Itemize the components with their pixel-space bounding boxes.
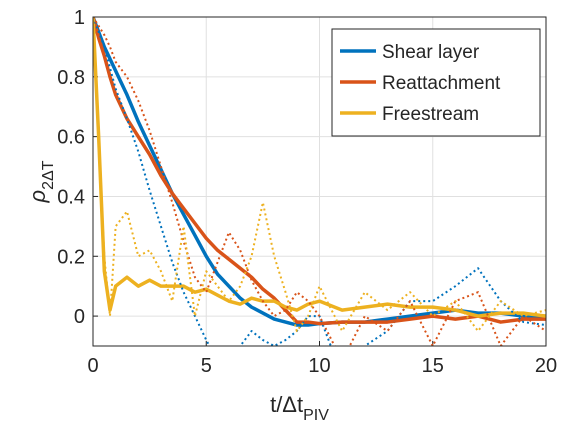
y-axis-label: ρ2ΔT bbox=[25, 160, 57, 203]
legend-label: Shear layer bbox=[382, 42, 480, 63]
legend-label: Reattachment bbox=[382, 73, 501, 94]
y-axis-label-sub: 2ΔT bbox=[40, 160, 57, 190]
y-tick-label: 0 bbox=[74, 306, 85, 328]
x-tick-label: 0 bbox=[87, 355, 98, 377]
y-tick-label: 1 bbox=[74, 7, 85, 29]
x-axis-label-main: t/Δt bbox=[270, 392, 303, 417]
y-tick-label: 0.6 bbox=[57, 127, 85, 149]
x-tick-label: 15 bbox=[422, 355, 444, 377]
axes-box bbox=[92, 16, 547, 347]
y-tick-label: 0.2 bbox=[57, 246, 85, 268]
x-axis-label-sub: PIV bbox=[303, 407, 329, 424]
y-tick-label: 0.8 bbox=[57, 67, 85, 89]
x-tick-label: 5 bbox=[201, 355, 212, 377]
legend-label: Freestream bbox=[382, 104, 479, 125]
x-axis-label: t/ΔtPIV bbox=[270, 392, 329, 424]
series-line bbox=[93, 17, 546, 346]
series-line bbox=[93, 17, 546, 346]
y-axis-label-main: ρ bbox=[25, 190, 50, 204]
x-tick-label: 10 bbox=[308, 355, 330, 377]
y-tick-label: 0.4 bbox=[57, 186, 85, 208]
plot-lines bbox=[93, 17, 546, 346]
x-tick-label: 20 bbox=[535, 355, 557, 377]
series-line bbox=[93, 17, 546, 327]
series-line bbox=[93, 17, 546, 326]
